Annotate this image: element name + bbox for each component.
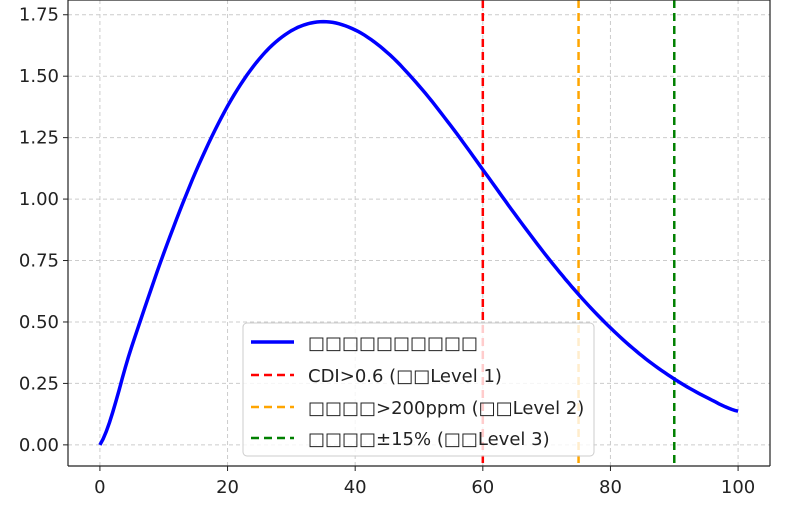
y-tick-label: 1.00	[19, 189, 59, 210]
legend-label-level1: CDI>0.6 (□□Level 1)	[308, 366, 502, 387]
y-tick-label: 0.75	[19, 251, 59, 272]
x-tick-label: 100	[721, 477, 755, 498]
legend-label-series: □□□□□□□□□□	[308, 333, 478, 354]
y-tick-label: 1.50	[19, 66, 59, 87]
tick-labels: 0 20 40 60 80 100 0.00 0.25 0.50 0.75 1.00 1.25 1.50…	[19, 5, 755, 498]
y-tick-label: 1.75	[19, 5, 59, 26]
x-tick-label: 40	[344, 477, 367, 498]
y-tick-label: 0.25	[19, 373, 59, 394]
x-tick-label: 80	[599, 477, 622, 498]
x-tick-label: 0	[94, 477, 105, 498]
legend-label-level3: □□□□±15% (□□Level 3)	[308, 429, 550, 450]
x-tick-label: 60	[471, 477, 494, 498]
x-tick-label: 20	[216, 477, 239, 498]
axes	[63, 0, 771, 471]
y-tick-label: 0.50	[19, 312, 59, 333]
y-tick-label: 1.25	[19, 128, 59, 149]
legend: □□□□□□□□□□ CDI>0.6 (□□Level 1) □□□□>200p…	[242, 322, 595, 457]
y-tick-label: 0.00	[19, 435, 59, 456]
legend-label-level2: □□□□>200ppm (□□Level 2)	[308, 398, 584, 419]
series-line	[98, 19, 739, 446]
